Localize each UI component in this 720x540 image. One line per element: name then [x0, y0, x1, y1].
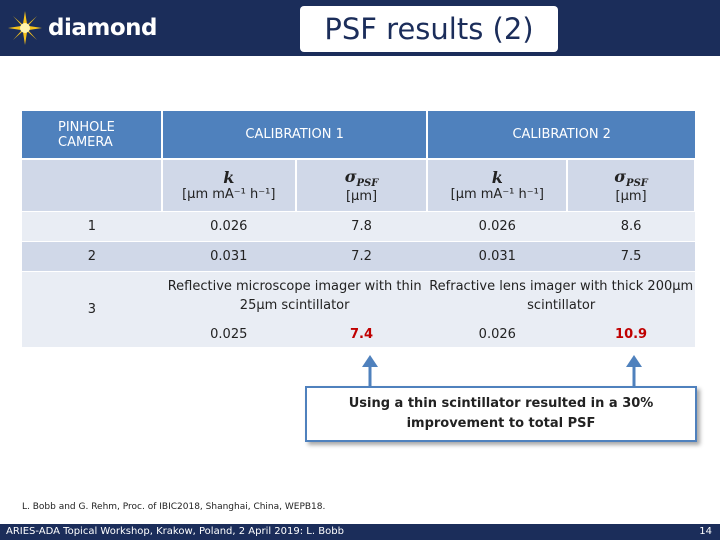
k-cal2: 0.026 [427, 210, 568, 241]
callout-text: Using a thin scintillator resulted in a … [348, 396, 654, 431]
header-pinhole-camera: PINHOLE CAMERA [22, 111, 163, 159]
diamond-logo: diamond [8, 8, 157, 48]
unit-sigma-text: [μm] [345, 188, 378, 204]
reference-citation: L. Bobb and G. Rehm, Proc. of IBIC2018, … [22, 502, 326, 512]
header-calibration-1: CALIBRATION 1 [161, 111, 429, 159]
unit-sigma-cal2: σPSF [μm] [567, 158, 696, 211]
row-id: 1 [22, 210, 162, 241]
unit-sigma-text: [μm] [615, 188, 647, 204]
row-id: 3 [22, 270, 162, 347]
symbol-k: k [223, 168, 235, 188]
starburst-icon [8, 11, 42, 45]
up-arrow-icon [626, 355, 642, 388]
sigma-cal2: 8.6 [567, 210, 695, 241]
unit-k-cal2: k [μm mA⁻¹ h⁻¹] [427, 158, 569, 211]
slide-title: PSF results (2) [324, 12, 534, 46]
symbol-k: k [491, 168, 503, 188]
table-header-row: PINHOLE CAMERA CALIBRATION 1 CALIBRATION… [22, 111, 695, 159]
k-cal1: 0.031 [161, 240, 296, 271]
logo-text: diamond [48, 15, 157, 41]
title-bar: diamond PSF results (2) [0, 0, 720, 56]
k-cal2: 0.026 [478, 326, 516, 342]
slide-title-box: PSF results (2) [300, 6, 558, 52]
symbol-sigma: σPSF [614, 166, 648, 189]
description-cal1: Reflective microscope imager with thin 2… [161, 270, 428, 321]
page-number: 14 [699, 526, 712, 537]
row-id: 2 [22, 240, 162, 271]
sigma-cal1: 7.2 [295, 240, 428, 271]
conclusion-callout: Using a thin scintillator resulted in a … [305, 386, 697, 442]
unit-k-text: [μm mA⁻¹ h⁻¹] [182, 187, 276, 203]
sigma-cal2: 7.5 [567, 240, 695, 271]
table-row: 2 0.031 7.2 0.031 7.5 [22, 240, 695, 271]
table-row: 1 0.026 7.8 0.026 8.6 [22, 210, 695, 241]
units-blank-cell [22, 158, 163, 211]
unit-sigma-cal1: σPSF [μm] [295, 158, 429, 211]
up-arrow-icon [362, 355, 378, 388]
description-cal2: Refractive lens imager with thick 200μm … [427, 270, 695, 321]
sigma-cal2-highlight: 10.9 [615, 326, 648, 342]
sigma-cal1-highlight: 7.4 [350, 326, 374, 342]
symbol-sigma: σPSF [344, 166, 379, 189]
footer-bar: ARIES-ADA Topical Workshop, Krakow, Pola… [0, 524, 720, 540]
unit-k-cal1: k [μm mA⁻¹ h⁻¹] [161, 158, 297, 211]
description-row: 3 Reflective microscope imager with thin… [22, 270, 695, 347]
header-calibration-2: CALIBRATION 2 [512, 127, 611, 142]
k-cal1: 0.026 [161, 210, 296, 241]
units-row: k [μm mA⁻¹ h⁻¹] σPSF [μm] k [μm mA⁻¹ h⁻¹… [22, 158, 696, 211]
unit-k-text: [μm mA⁻¹ h⁻¹] [450, 187, 544, 203]
sigma-cal1: 7.8 [295, 210, 428, 241]
psf-results-table: PINHOLE CAMERA CALIBRATION 1 CALIBRATION… [22, 111, 696, 347]
k-cal1: 0.025 [210, 326, 248, 342]
k-cal2: 0.031 [427, 240, 568, 271]
footer-event-text: ARIES-ADA Topical Workshop, Krakow, Pola… [6, 526, 344, 537]
